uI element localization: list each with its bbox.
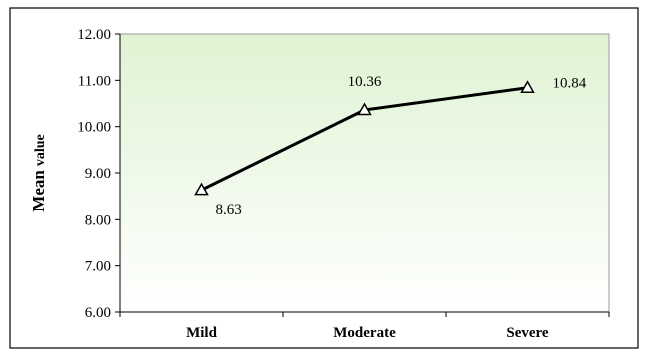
x-tick-label: Severe (506, 325, 549, 341)
y-tick-label: 8.00 (85, 212, 111, 228)
series-markers (194, 80, 535, 196)
y-axis-label-small: value (33, 134, 48, 166)
data-label: 8.63 (216, 202, 242, 218)
y-axis-label-main: Mean (29, 170, 48, 212)
y-tick-label: 10.00 (77, 120, 111, 136)
data-point-marker (194, 182, 209, 196)
data-labels: 8.63 10.36 10.84 (216, 74, 587, 218)
data-point-marker (520, 80, 535, 93)
x-tick-label: Mild (186, 325, 217, 341)
y-axis-label: Mean value (29, 134, 48, 211)
data-label: 10.36 (348, 74, 382, 90)
y-tick-label: 9.00 (85, 166, 111, 182)
data-point-marker (357, 102, 372, 116)
y-axis-ticks: 6.00 7.00 8.00 9.00 10.00 11.00 12.00 (77, 27, 120, 321)
y-tick-label: 6.00 (85, 305, 111, 321)
x-axis-ticks: Mild Moderate Severe (119, 312, 610, 341)
x-tick-label: Moderate (333, 325, 396, 341)
y-tick-label: 7.00 (85, 259, 111, 275)
y-tick-label: 11.00 (78, 73, 111, 89)
data-label: 10.84 (553, 76, 587, 92)
y-tick-label: 12.00 (77, 27, 111, 43)
